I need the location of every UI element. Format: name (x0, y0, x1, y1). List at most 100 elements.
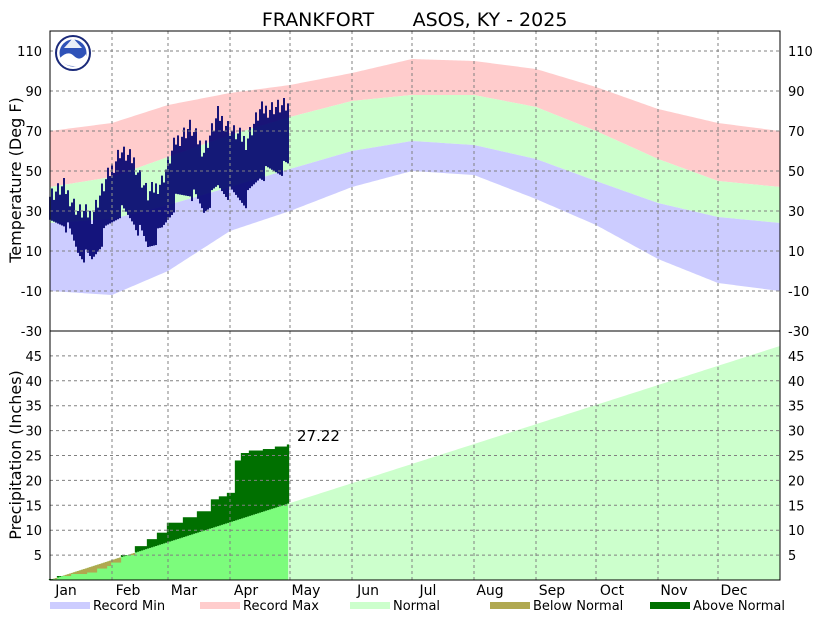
precip-above-normal-bar (179, 523, 181, 539)
precipitation-axis-label: Precipitation (Inches) (6, 370, 25, 540)
observed-temp-bar (279, 112, 281, 174)
observed-temp-bar (215, 118, 217, 186)
precip-above-normal-bar (239, 460, 241, 519)
precip-above-normal-bar (247, 453, 249, 517)
observed-temp-bar (163, 182, 165, 224)
precip-above-normal-bar (209, 511, 211, 528)
observed-temp-bar (193, 132, 195, 189)
observed-temp-bar (271, 102, 273, 170)
title-suffix: ASOS, KY - 2025 (413, 9, 568, 31)
observed-temp-bar (131, 163, 133, 221)
observed-temp-bar (117, 150, 119, 219)
precip-tick-label-right: 35 (788, 400, 805, 415)
observed-temp-bar (57, 183, 59, 223)
precip-below-normal-bar (95, 565, 97, 572)
temperature-tick-label-left: -10 (21, 285, 42, 300)
observed-temp-bar (141, 188, 143, 231)
observed-temp-bar (259, 109, 261, 178)
precip-below-normal-bar (65, 575, 67, 576)
observed-temp-bar (231, 131, 233, 190)
precip-tick-label-left: 10 (25, 524, 42, 539)
month-tick-label: Aug (476, 583, 503, 599)
observed-temp-bar (249, 127, 251, 188)
observed-temp-bar (275, 107, 277, 172)
temperature-axis-label: Temperature (Deg F) (6, 97, 25, 264)
observed-temp-bar (241, 142, 243, 203)
precip-above-normal-bar (177, 523, 179, 539)
precip-above-normal-bar (219, 496, 221, 525)
observed-temp-bar (77, 211, 79, 253)
precip-above-normal-bar (213, 499, 215, 527)
observed-temp-bar (277, 100, 279, 174)
precip-tick-label-left: 5 (34, 549, 42, 564)
precip-tick-label-left: 35 (25, 400, 42, 415)
precip-above-normal-bar (245, 453, 247, 517)
precip-tick-label-right: 25 (788, 450, 805, 465)
precip-above-normal-bar (197, 511, 199, 532)
precip-above-normal-bar (237, 460, 239, 519)
month-tick-label: Mar (171, 583, 198, 599)
observed-temp-bar (201, 157, 203, 209)
observed-temp-bar (283, 98, 285, 161)
month-tick-label: Feb (116, 583, 141, 599)
precip-below-normal-bar (79, 570, 81, 574)
observed-temp-bar (169, 164, 171, 218)
temperature-tick-label-right: 70 (788, 125, 805, 140)
observed-temp-bar (99, 196, 101, 250)
legend-swatch (490, 602, 530, 609)
precip-above-normal-bar (153, 539, 155, 546)
precip-below-normal-bar (71, 573, 73, 574)
observed-temp-bar (125, 161, 127, 212)
precip-above-normal-bar (273, 449, 275, 508)
title-station: FRANKFORT (262, 9, 375, 31)
precip-above-normal-bar (203, 511, 205, 530)
observed-temp-bar (257, 121, 259, 181)
precip-below-normal-bar (81, 570, 83, 574)
observed-temp-bar (197, 144, 199, 199)
precip-below-normal-bar (63, 576, 65, 577)
precip-tick-label-left: 40 (25, 375, 42, 390)
observed-temp-bar (149, 191, 151, 246)
temperature-tick-label-right: 50 (788, 165, 805, 180)
precip-above-normal-bar (57, 576, 59, 577)
temperature-tick-label-left: -30 (21, 325, 42, 340)
observed-temp-bar (245, 150, 247, 208)
precip-below-normal-bar (83, 569, 85, 574)
observed-temp-bar (135, 175, 137, 230)
month-tick-label: Nov (660, 583, 687, 599)
observed-temp-bar (253, 124, 255, 184)
observed-temp-bar (67, 190, 69, 222)
precip-tick-label-left: 20 (25, 474, 42, 489)
observed-temp-bar (227, 121, 229, 200)
precip-above-normal-bar (125, 555, 127, 556)
observed-temp-bar (237, 133, 239, 197)
precip-above-normal-bar (155, 539, 157, 546)
precip-tick-label-right: 15 (788, 499, 805, 514)
precip-above-normal-bar (169, 523, 171, 542)
observed-temp-bar (171, 151, 173, 215)
precip-above-normal-bar (241, 453, 243, 518)
observed-temp-bar (223, 131, 225, 194)
precip-below-normal-bar (87, 568, 89, 573)
precip-above-normal-bar (257, 451, 259, 514)
observed-temp-bar (225, 126, 227, 197)
precip-above-normal-bar (147, 539, 149, 548)
observed-temp-bar (211, 123, 213, 190)
observed-temp-bar (221, 116, 223, 191)
precip-tick-label-right: 30 (788, 425, 805, 440)
temperature-tick-label-right: 110 (788, 45, 813, 60)
observed-temp-bar (81, 218, 83, 260)
month-tick-label: Jul (419, 583, 437, 599)
precip-above-normal-bar (235, 460, 237, 520)
precip-above-normal-bar (189, 517, 191, 535)
precip-above-normal-bar (201, 511, 203, 531)
precip-above-normal-bar (139, 546, 141, 551)
precip-below-normal-bar (55, 578, 57, 579)
observed-temp-bar (105, 179, 107, 225)
precip-above-normal-bar (135, 546, 137, 552)
observed-temp-bar (213, 131, 215, 189)
precip-below-normal-bar (103, 563, 105, 569)
month-tick-label: Dec (720, 583, 747, 599)
precip-above-normal-bar (221, 496, 223, 525)
